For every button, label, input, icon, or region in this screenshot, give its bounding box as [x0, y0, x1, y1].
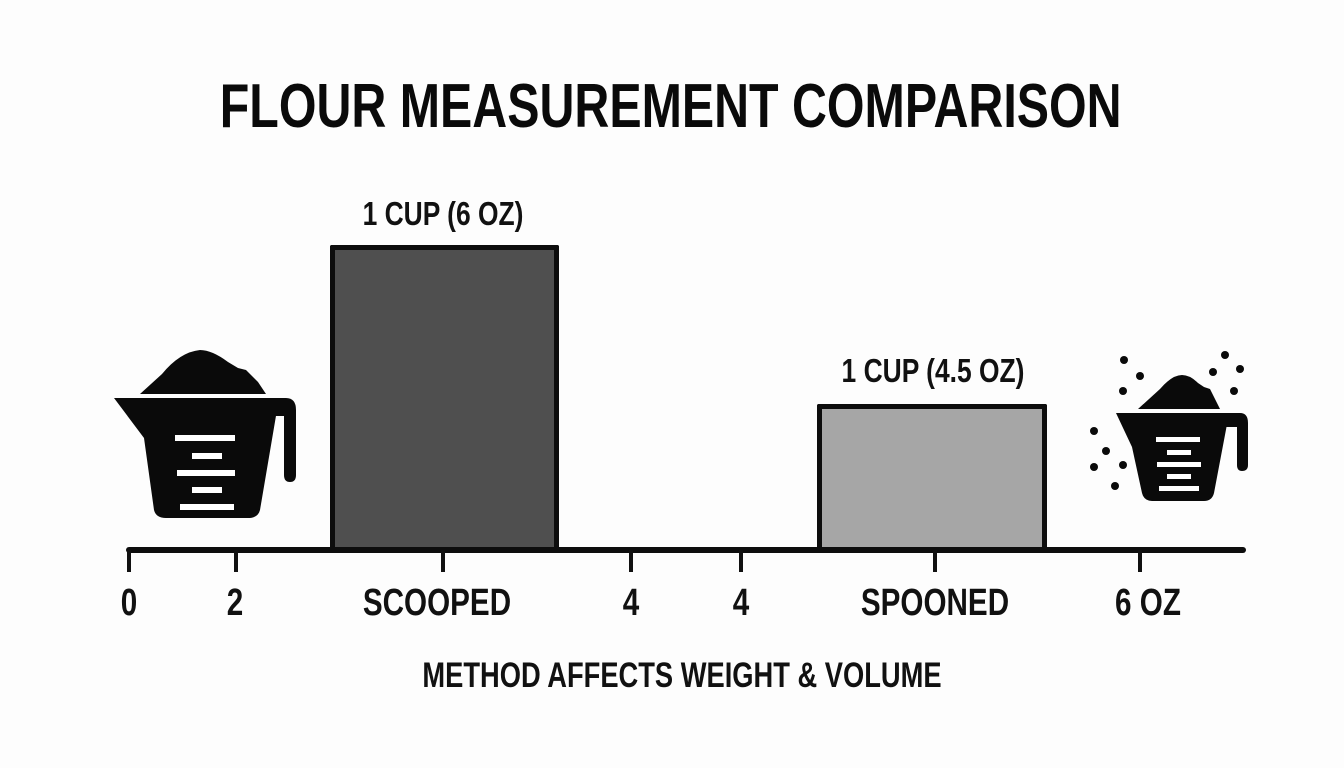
x-tick: [933, 550, 937, 572]
x-tick: [739, 550, 743, 572]
x-tick: [127, 550, 131, 572]
x-tick: [234, 550, 238, 572]
x-tick: [441, 550, 445, 572]
x-tick-label: 0: [120, 582, 138, 624]
x-tick-label-spooned: SPOONED: [860, 582, 1010, 624]
measuring-cup-heaped-icon: [114, 350, 296, 518]
x-tick-label: 2: [226, 582, 244, 624]
x-tick: [1138, 550, 1142, 572]
x-tick: [629, 550, 633, 572]
x-tick-label: 4: [732, 582, 750, 624]
bar-label-scooped: 1 CUP (6 OZ): [362, 195, 524, 232]
x-tick-label: 4: [622, 582, 640, 624]
bar-label-spooned: 1 CUP (4.5 OZ): [841, 352, 1025, 389]
measuring-cup-sifted-icon: [1090, 351, 1248, 501]
bar-scooped: [330, 245, 559, 550]
x-axis-line: [126, 547, 1246, 553]
chart-title: FLOUR MEASUREMENT COMPARISON: [219, 72, 1122, 141]
x-axis-title: METHOD AFFECTS WEIGHT & VOLUME: [422, 656, 942, 695]
x-tick-label: 6 OZ: [1115, 582, 1181, 624]
x-tick-label-scooped: SCOOPED: [362, 582, 512, 624]
bar-spooned: [817, 404, 1047, 550]
